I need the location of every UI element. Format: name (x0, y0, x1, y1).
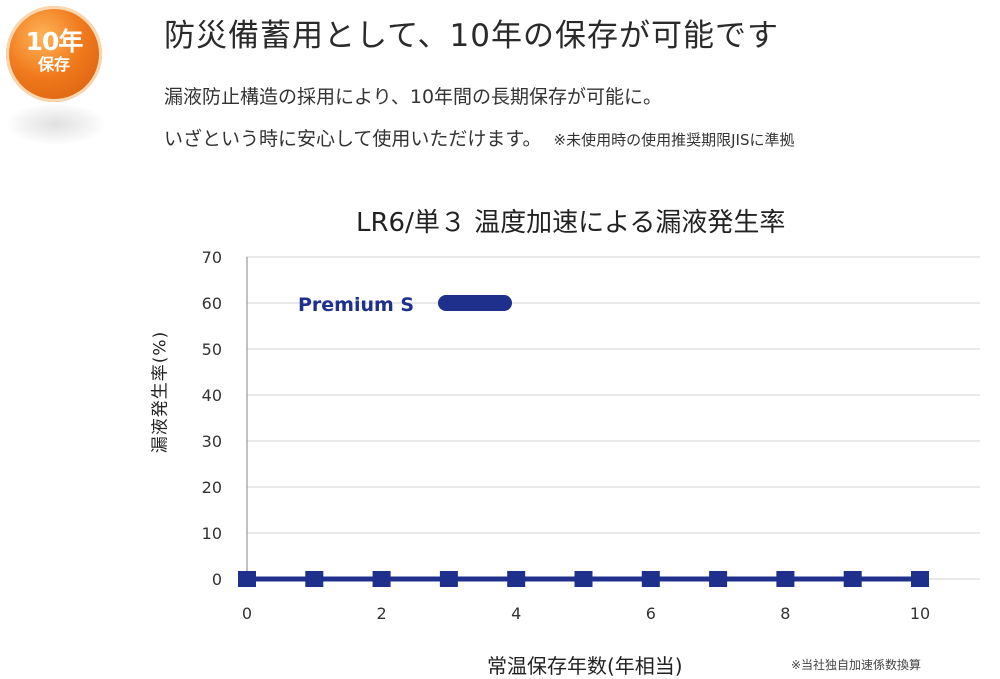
x-tick-label-0: 0 (242, 604, 252, 623)
x-tick-label-10: 10 (910, 604, 930, 623)
description-line-2-text: いざという時に安心して使用いただけます。 (164, 128, 542, 150)
data-point-0-8 (776, 571, 795, 587)
x-tick-label-2: 2 (377, 604, 387, 623)
data-point-0-10 (911, 571, 929, 587)
data-point-0-4 (507, 571, 526, 587)
x-axis-label: 常温保存年数(年相当) (487, 654, 683, 678)
badge-circle: 10年 保存 (6, 6, 102, 102)
y-tick-label-50: 50 (202, 340, 222, 359)
y-tick-label-20: 20 (202, 478, 222, 497)
x-tick-label-8: 8 (780, 604, 790, 623)
y-tick-label-60: 60 (202, 294, 222, 313)
y-tick-label-70: 70 (202, 248, 222, 267)
data-point-0-7 (709, 571, 728, 587)
data-point-0-5 (574, 571, 593, 587)
x-tick-label-4: 4 (511, 604, 521, 623)
badge-years: 10年 (25, 27, 84, 56)
description-line-1: 漏液防止構造の採用により、10年間の長期保存が可能に。 (164, 86, 663, 108)
legend-swatch-0 (438, 295, 512, 311)
chart-footnote: ※当社独自加速係数換算 (791, 658, 922, 672)
description-note: ※未使用時の使用推奨期限JISに準拠 (553, 131, 795, 149)
data-point-0-1 (305, 571, 324, 587)
data-point-0-0 (238, 571, 256, 587)
description-line-2: いざという時に安心して使用いただけます。 ※未使用時の使用推奨期限JISに準拠 (164, 124, 794, 151)
y-tick-label-0: 0 (212, 570, 222, 589)
y-tick-label-30: 30 (202, 432, 222, 451)
chart-title: LR6/単３ 温度加速による漏液発生率 (356, 208, 786, 238)
y-tick-label-10: 10 (202, 524, 222, 543)
x-tick-label-6: 6 (646, 604, 656, 623)
headline: 防災備蓄用として、10年の保存が可能です (164, 18, 779, 54)
badge-label: 保存 (37, 55, 70, 74)
data-point-0-9 (843, 571, 862, 587)
legend-label-0: Premium S (298, 294, 414, 316)
storage-badge: 10年 保存 (0, 0, 115, 150)
data-point-0-6 (641, 571, 660, 587)
data-point-0-3 (439, 571, 458, 587)
badge-shadow (8, 104, 104, 144)
data-point-0-2 (372, 571, 391, 587)
y-tick-label-40: 40 (202, 386, 222, 405)
